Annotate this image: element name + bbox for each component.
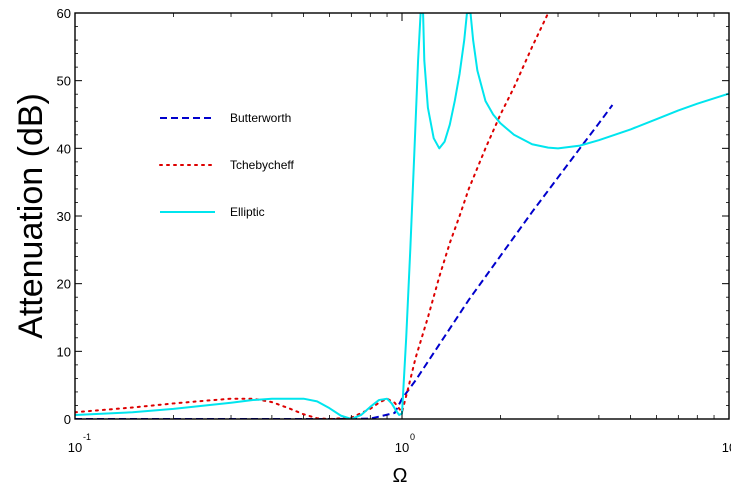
x-tick-label-base: 10 bbox=[68, 440, 82, 455]
x-tick-label-exp: 0 bbox=[410, 432, 415, 442]
y-tick-label: 60 bbox=[57, 6, 71, 21]
series-line-elliptic bbox=[75, 13, 729, 419]
legend-label-elliptic: Elliptic bbox=[230, 205, 265, 219]
series-line-tchebycheff bbox=[75, 13, 550, 419]
legend-label-butterworth: Butterworth bbox=[230, 111, 291, 125]
y-tick-label: 50 bbox=[57, 74, 71, 89]
plot-frame bbox=[74, 12, 730, 420]
x-tick-label-base: 10 bbox=[395, 440, 409, 455]
x-tick-label-base: 10 bbox=[722, 440, 731, 455]
x-tick-label-exp: -1 bbox=[83, 432, 91, 442]
y-tick-label: 0 bbox=[64, 412, 71, 427]
y-tick-label: 20 bbox=[57, 277, 71, 292]
y-tick-label: 10 bbox=[57, 344, 71, 359]
y-tick-label: 30 bbox=[57, 209, 71, 224]
series-line-butterworth bbox=[75, 104, 614, 419]
legend: Butterworth Tchebycheff Elliptic bbox=[159, 111, 294, 219]
y-axis-title: Attenuation (dB) bbox=[12, 93, 50, 339]
y-tick-label: 40 bbox=[57, 141, 71, 156]
x-axis-title: Ω bbox=[393, 465, 408, 487]
legend-label-tchebycheff: Tchebycheff bbox=[230, 158, 294, 172]
